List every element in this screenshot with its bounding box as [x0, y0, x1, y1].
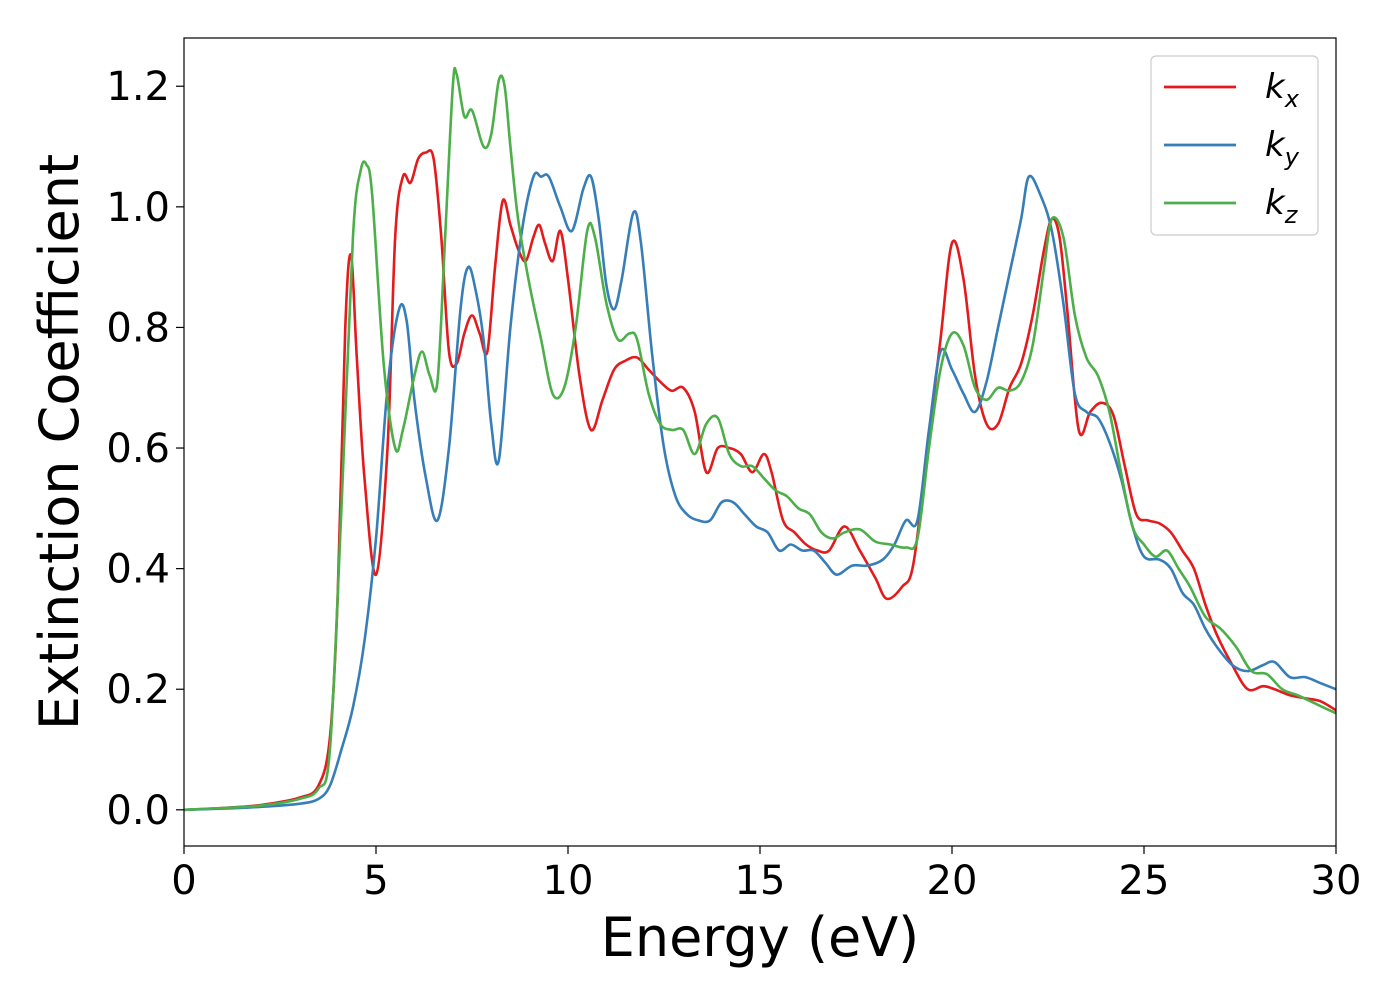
y-tick-label: 0.8: [106, 305, 170, 351]
x-tick-label: 20: [927, 858, 978, 904]
series-layer: [184, 66, 1336, 812]
y-tick-label: 0.6: [106, 426, 170, 472]
x-tick-label: 10: [543, 858, 594, 904]
x-tick-label: 25: [1119, 858, 1170, 904]
series-line-k-z: [184, 66, 1336, 812]
y-axis: 0.0 0.2 0.4 0.6 0.8 1.0 1.2: [106, 64, 184, 834]
x-tick-label: 0: [171, 858, 196, 904]
y-axis-title: Extinction Coefficient: [28, 154, 91, 730]
series-line-k-y: [184, 171, 1336, 812]
x-axis: 0 5 10 15 20 25 30: [171, 846, 1361, 904]
y-tick-label: 1.0: [106, 185, 170, 231]
x-tick-label: 15: [735, 858, 786, 904]
y-tick-label: 0.0: [106, 788, 170, 834]
legend-label: kz: [1265, 183, 1299, 229]
y-tick-label: 0.4: [106, 547, 170, 593]
series-line-k-x: [184, 149, 1336, 812]
y-tick-label: 0.2: [106, 667, 170, 713]
x-axis-title: Energy (eV): [601, 906, 920, 969]
x-tick-label: 5: [363, 858, 388, 904]
x-tick-label: 30: [1311, 858, 1362, 904]
y-tick-label: 1.2: [106, 64, 170, 110]
